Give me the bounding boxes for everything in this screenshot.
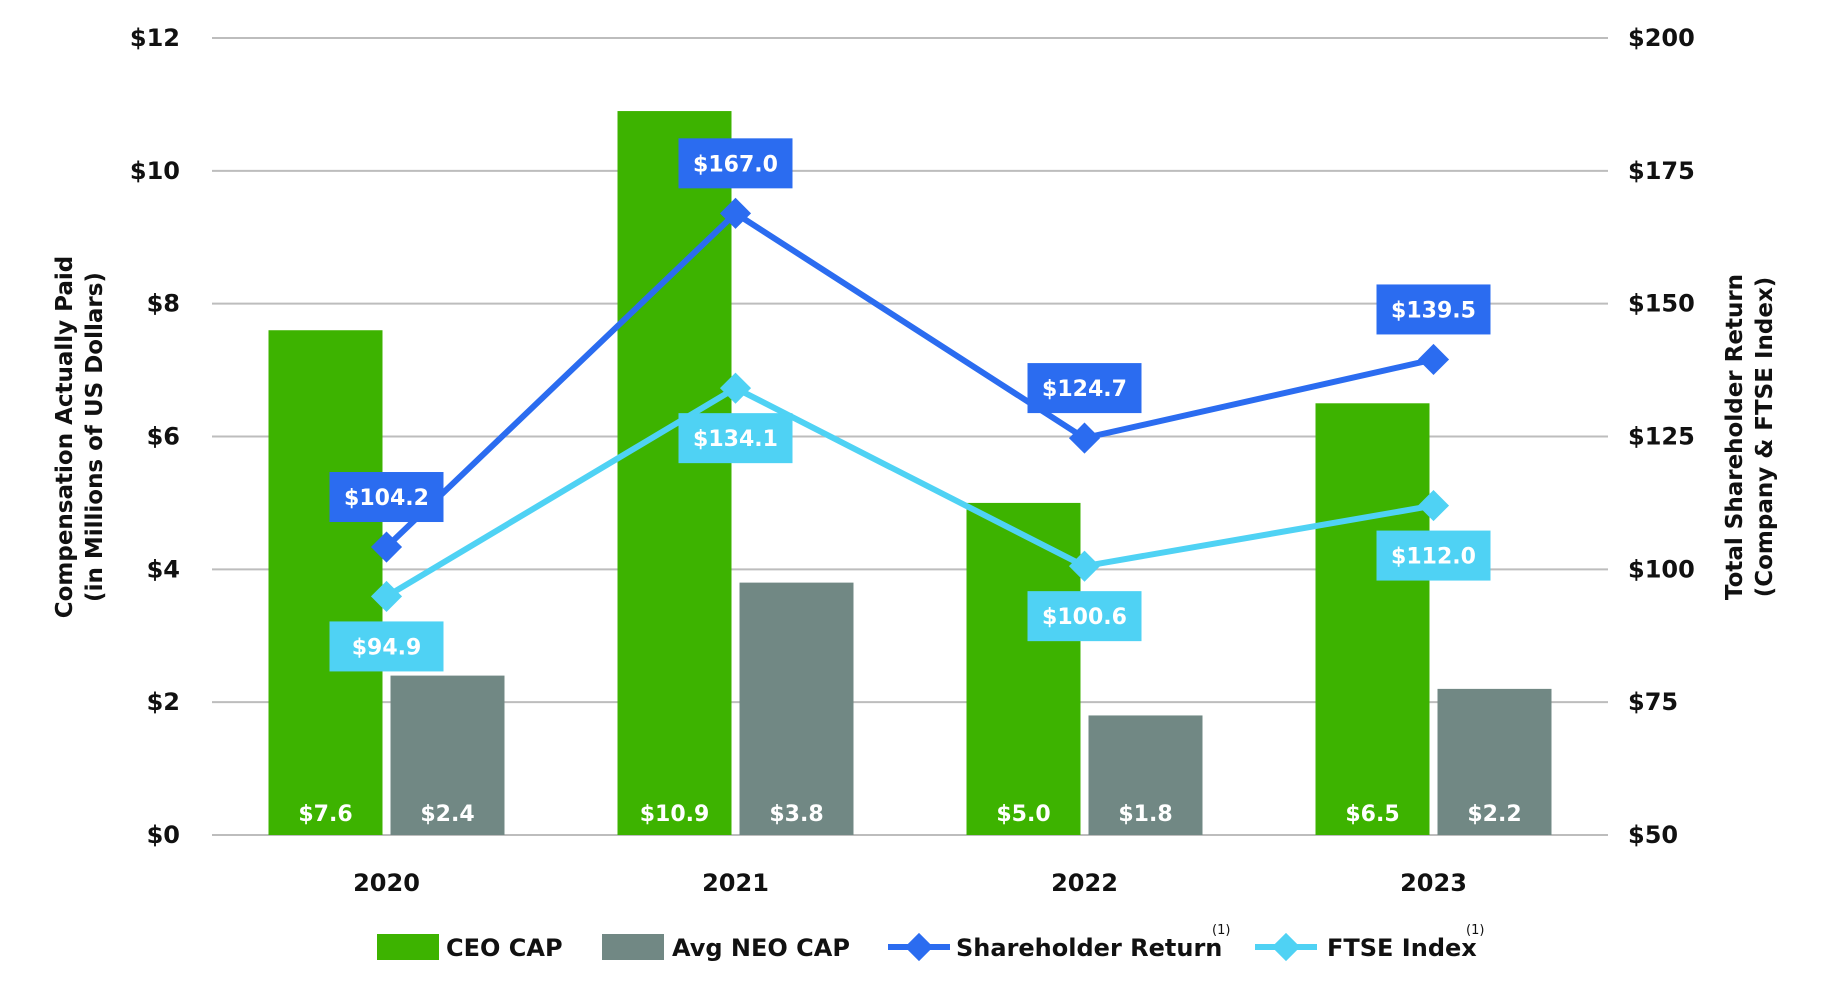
right-axis-title-line2: (Company & FTSE Index) bbox=[1752, 277, 1778, 598]
point-value-label: $134.1 bbox=[693, 427, 778, 452]
bar-avg-neo-cap bbox=[390, 675, 505, 835]
bar-value-label: $10.9 bbox=[640, 802, 710, 827]
bar-ceo-cap bbox=[268, 330, 383, 835]
diamond-marker bbox=[1068, 422, 1101, 454]
point-label-box bbox=[329, 621, 444, 672]
point-label-box bbox=[1376, 284, 1491, 335]
legend-label: Avg NEO CAP bbox=[672, 934, 850, 962]
left-axis-title: Compensation Actually Paid bbox=[52, 256, 78, 619]
left-tick-label: $2 bbox=[147, 688, 180, 716]
legend-footnote: (1) bbox=[1212, 923, 1230, 938]
bar-value-label: $6.5 bbox=[1345, 802, 1399, 827]
right-axis-title: Total Shareholder Return bbox=[1722, 274, 1748, 600]
left-tick-label: $0 bbox=[147, 821, 180, 849]
legend-label: FTSE Index bbox=[1327, 934, 1477, 962]
bar-value-label: $5.0 bbox=[996, 802, 1050, 827]
legend-swatch-ceo-cap bbox=[377, 934, 439, 960]
right-tick-label: $200 bbox=[1628, 24, 1695, 52]
right-tick-label: $150 bbox=[1628, 290, 1695, 318]
diamond-marker bbox=[370, 580, 403, 612]
x-tick-label: 2023 bbox=[1400, 869, 1467, 897]
bar-avg-neo-cap bbox=[1437, 688, 1552, 835]
right-tick-label: $50 bbox=[1628, 821, 1678, 849]
left-tick-label: $10 bbox=[130, 157, 180, 185]
point-label-box bbox=[329, 472, 444, 523]
point-label-box bbox=[678, 138, 793, 189]
bar-avg-neo-cap bbox=[739, 582, 854, 835]
x-tick-label: 2020 bbox=[353, 869, 420, 897]
line-ftse-index bbox=[384, 384, 1435, 600]
point-value-label: $112.0 bbox=[1391, 545, 1476, 570]
right-tick-label: $175 bbox=[1628, 157, 1695, 185]
right-tick-label: $100 bbox=[1628, 555, 1695, 583]
bar-ceo-cap bbox=[966, 502, 1081, 835]
point-label-box bbox=[1027, 363, 1142, 414]
x-tick-label: 2021 bbox=[702, 869, 769, 897]
legend-swatch-avg-neo-cap bbox=[602, 934, 664, 960]
diamond-marker bbox=[1417, 490, 1450, 522]
left-axis-title-line2: (in Millions of US Dollars) bbox=[82, 272, 108, 602]
bar-value-label: $2.2 bbox=[1467, 802, 1521, 827]
point-label-box bbox=[1027, 591, 1142, 642]
bar-ceo-cap bbox=[1315, 403, 1430, 835]
point-value-label: $100.6 bbox=[1042, 605, 1127, 630]
diamond-marker bbox=[1417, 343, 1450, 376]
right-tick-label: $75 bbox=[1628, 688, 1678, 716]
point-label-box bbox=[678, 413, 793, 464]
point-value-label: $104.2 bbox=[344, 486, 429, 511]
left-tick-label: $6 bbox=[147, 423, 180, 451]
legend-label: Shareholder Return bbox=[956, 934, 1222, 962]
bar-value-label: $3.8 bbox=[769, 802, 823, 827]
point-value-label: $124.7 bbox=[1042, 377, 1127, 402]
point-label-box bbox=[1376, 530, 1491, 581]
bar-value-label: $2.4 bbox=[420, 802, 474, 827]
left-tick-label: $8 bbox=[147, 290, 180, 318]
point-value-label: $94.9 bbox=[352, 635, 422, 660]
right-tick-label: $125 bbox=[1628, 423, 1695, 451]
left-tick-label: $12 bbox=[130, 24, 180, 52]
legend-label: CEO CAP bbox=[446, 934, 563, 962]
legend-diamond-icon bbox=[1271, 932, 1301, 962]
legend-diamond-icon bbox=[904, 932, 934, 962]
diamond-marker bbox=[719, 372, 752, 404]
bar-value-label: $7.6 bbox=[298, 802, 352, 827]
x-tick-label: 2022 bbox=[1051, 869, 1118, 897]
bar-value-label: $1.8 bbox=[1118, 802, 1172, 827]
bar-avg-neo-cap bbox=[1088, 715, 1203, 835]
legend-footnote: (1) bbox=[1466, 923, 1484, 938]
line-shareholder-return bbox=[384, 209, 1435, 550]
diamond-marker bbox=[370, 531, 403, 563]
left-tick-label: $4 bbox=[147, 555, 180, 583]
point-value-label: $139.5 bbox=[1391, 298, 1476, 323]
point-value-label: $167.0 bbox=[693, 152, 778, 177]
bar-ceo-cap bbox=[617, 111, 732, 835]
